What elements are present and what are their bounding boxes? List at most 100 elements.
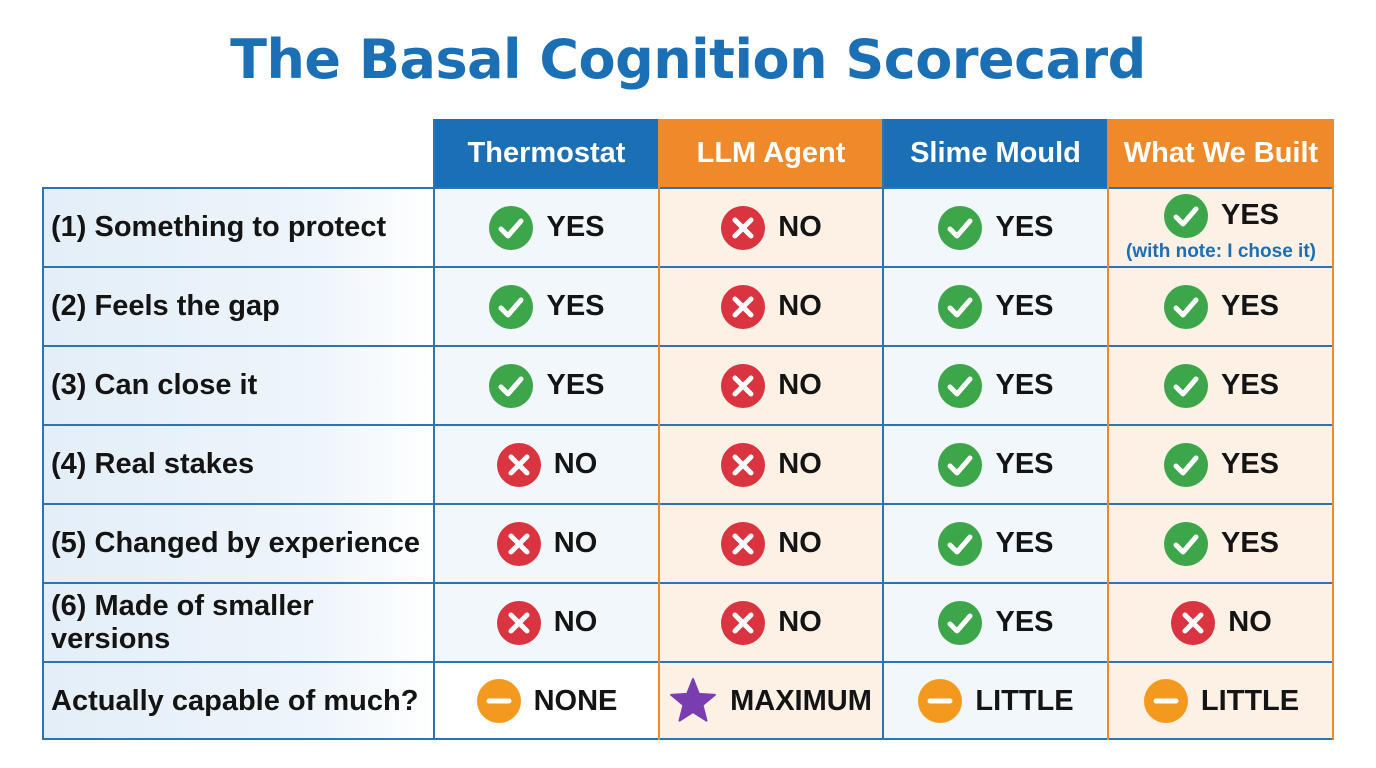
- score-answer: YES: [1163, 521, 1279, 567]
- score-value: NO: [778, 606, 822, 638]
- minus-icon: [918, 679, 963, 723]
- score-cell: YES: [883, 188, 1108, 267]
- score-note: (with note: I chose it): [1126, 240, 1316, 262]
- score-answer: YES: [937, 205, 1054, 251]
- score-value: YES: [995, 211, 1054, 243]
- score-answer: NO: [720, 205, 822, 251]
- score-cell: NO: [434, 583, 659, 662]
- check-icon: [938, 600, 983, 645]
- score-value: NO: [778, 290, 822, 322]
- cross-icon: [496, 600, 541, 645]
- score-value: LITTLE: [975, 684, 1074, 717]
- score-value: YES: [995, 290, 1054, 322]
- cross-icon: [721, 363, 766, 408]
- score-value: LITTLE: [1200, 684, 1300, 717]
- row-divider: [42, 738, 1334, 740]
- check-icon: [1163, 363, 1208, 408]
- score-answer: NO: [496, 521, 598, 567]
- cross-icon: [721, 284, 766, 329]
- score-cell: NO: [434, 425, 659, 504]
- column-divider: [1107, 119, 1109, 740]
- score-value: NO: [553, 448, 598, 480]
- score-value: YES: [1220, 199, 1280, 231]
- score-cell: YES: [434, 267, 659, 346]
- score-cell: LITTLE: [883, 662, 1108, 740]
- score-cell: YES (with note: I chose it): [1108, 188, 1334, 267]
- score-value: NO: [778, 369, 822, 401]
- row-label: (3) Can close it: [42, 346, 434, 425]
- check-icon: [938, 363, 983, 408]
- score-cell: YES: [883, 346, 1108, 425]
- column-header: LLM Agent: [659, 119, 883, 188]
- score-answer: YES: [937, 442, 1054, 488]
- column-header: What We Built: [1108, 119, 1334, 188]
- minus-icon: [1143, 679, 1188, 723]
- score-answer: YES: [1163, 193, 1279, 239]
- column-header: Thermostat: [434, 119, 659, 188]
- check-icon: [1163, 442, 1208, 487]
- column-divider: [433, 119, 435, 740]
- score-cell: YES: [434, 188, 659, 267]
- score-answer: YES: [488, 363, 605, 409]
- score-answer: LITTLE: [917, 678, 1074, 724]
- check-icon: [1163, 284, 1208, 329]
- check-icon: [938, 205, 983, 250]
- score-value: NO: [1228, 606, 1272, 638]
- check-icon: [1163, 521, 1208, 566]
- score-answer: YES: [937, 521, 1054, 567]
- score-cell: YES: [883, 583, 1108, 662]
- score-answer: YES: [1163, 442, 1279, 488]
- score-value: YES: [995, 369, 1054, 401]
- check-icon: [1163, 193, 1208, 238]
- score-answer: YES: [937, 363, 1054, 409]
- score-answer: YES: [937, 600, 1054, 646]
- row-divider: [42, 424, 1334, 426]
- score-value: YES: [995, 448, 1054, 480]
- score-cell: NO: [659, 583, 883, 662]
- score-cell: YES: [1108, 346, 1334, 425]
- score-value: NO: [778, 211, 822, 243]
- check-icon: [938, 284, 983, 329]
- score-value: NO: [553, 606, 598, 638]
- score-answer: NO: [496, 600, 598, 646]
- score-cell: NO: [659, 346, 883, 425]
- score-answer: NO: [1170, 600, 1272, 646]
- score-answer: YES: [1163, 284, 1279, 330]
- scorecard-table: Thermostat LLM Agent Slime Mould What We Bu…: [42, 119, 1334, 740]
- column-divider: [658, 119, 660, 740]
- score-value: YES: [546, 290, 605, 322]
- score-answer: NO: [720, 521, 822, 567]
- score-value: YES: [1220, 369, 1280, 401]
- score-answer: MAXIMUM: [670, 678, 872, 724]
- score-value: YES: [546, 369, 605, 401]
- minus-icon: [476, 679, 521, 723]
- row-label: Actually capable of much?: [42, 662, 434, 740]
- score-cell: NO: [1108, 583, 1334, 662]
- score-answer: YES: [937, 284, 1054, 330]
- score-cell: LITTLE: [1108, 662, 1334, 740]
- score-value: MAXIMUM: [730, 684, 872, 717]
- score-value: NO: [778, 527, 822, 559]
- score-cell: NO: [659, 267, 883, 346]
- cross-icon: [496, 521, 541, 566]
- score-value: NO: [553, 527, 598, 559]
- score-answer: NONE: [476, 678, 618, 724]
- score-answer: LITTLE: [1143, 678, 1299, 724]
- score-cell: YES: [883, 504, 1108, 583]
- score-cell: YES: [1108, 504, 1334, 583]
- score-value: YES: [546, 211, 605, 243]
- row-divider: [42, 582, 1334, 584]
- cross-icon: [721, 205, 766, 250]
- check-icon: [489, 284, 534, 329]
- score-value: YES: [1220, 527, 1280, 559]
- row-label: (1) Something to protect: [42, 188, 434, 267]
- score-cell: NO: [434, 504, 659, 583]
- score-answer: YES: [1163, 363, 1279, 409]
- score-cell: YES: [434, 346, 659, 425]
- row-label: (2) Feels the gap: [42, 267, 434, 346]
- cross-icon: [1171, 600, 1216, 645]
- row-label: (6) Made of smaller versions: [42, 583, 434, 662]
- cross-icon: [721, 600, 766, 645]
- score-cell: NO: [659, 188, 883, 267]
- score-value: NONE: [533, 684, 618, 717]
